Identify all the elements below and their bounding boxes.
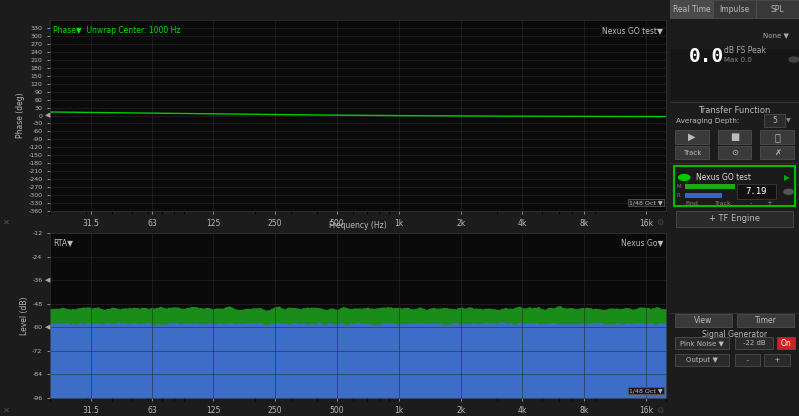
Text: Nexus GO test: Nexus GO test bbox=[696, 173, 751, 182]
Text: ◀: ◀ bbox=[45, 324, 50, 330]
Y-axis label: Level (dB): Level (dB) bbox=[20, 296, 30, 335]
Text: Transfer Function: Transfer Function bbox=[698, 106, 771, 115]
Text: ⚙: ⚙ bbox=[657, 218, 664, 226]
Y-axis label: Phase (deg): Phase (deg) bbox=[17, 93, 26, 138]
Text: ◀: ◀ bbox=[45, 112, 50, 119]
Text: ▼: ▼ bbox=[786, 118, 791, 123]
Text: Max 0.0: Max 0.0 bbox=[724, 57, 752, 63]
Text: +: + bbox=[767, 201, 773, 206]
Text: ✕: ✕ bbox=[3, 406, 10, 415]
Text: ⚙: ⚙ bbox=[657, 406, 664, 415]
Text: Real Time: Real Time bbox=[673, 5, 710, 13]
Text: 5: 5 bbox=[772, 116, 777, 125]
Text: ⊙: ⊙ bbox=[731, 148, 738, 157]
Text: -22 dB: -22 dB bbox=[742, 340, 765, 346]
Text: M: M bbox=[677, 184, 681, 189]
Text: Find: Find bbox=[686, 201, 698, 206]
Text: ✕: ✕ bbox=[3, 218, 10, 226]
Text: + TF Engine: + TF Engine bbox=[709, 214, 760, 223]
Text: 1/48 Oct ▼: 1/48 Oct ▼ bbox=[630, 200, 663, 205]
Text: ▶: ▶ bbox=[688, 132, 696, 142]
Text: Pink Noise ▼: Pink Noise ▼ bbox=[680, 340, 724, 346]
Text: Timer: Timer bbox=[754, 316, 777, 325]
Text: Averaging Depth:: Averaging Depth: bbox=[677, 118, 740, 124]
Text: None ▼: None ▼ bbox=[763, 32, 789, 38]
Text: -: - bbox=[741, 357, 753, 363]
Text: ■: ■ bbox=[729, 132, 739, 142]
Text: SPL: SPL bbox=[771, 5, 785, 13]
Text: View: View bbox=[694, 316, 713, 325]
Text: Track: Track bbox=[715, 201, 732, 206]
Text: RTA▼: RTA▼ bbox=[53, 238, 73, 247]
Text: Nexus Go▼: Nexus Go▼ bbox=[621, 238, 663, 247]
Text: ▶: ▶ bbox=[784, 173, 789, 182]
Text: dB FS Peak: dB FS Peak bbox=[724, 46, 766, 55]
Text: Frequency (Hz): Frequency (Hz) bbox=[329, 221, 387, 230]
Text: Nexus GO test▼: Nexus GO test▼ bbox=[602, 26, 663, 35]
Text: ⏸: ⏸ bbox=[774, 132, 780, 142]
Text: ✗: ✗ bbox=[773, 148, 781, 157]
Text: Signal Generator: Signal Generator bbox=[702, 329, 767, 339]
Text: On: On bbox=[781, 339, 792, 348]
Text: Phase▼  Unwrap Center: 1000 Hz: Phase▼ Unwrap Center: 1000 Hz bbox=[53, 26, 181, 35]
Text: -: - bbox=[750, 201, 755, 206]
Text: Track: Track bbox=[682, 150, 701, 156]
Text: 1/48 Oct ▼: 1/48 Oct ▼ bbox=[630, 388, 663, 393]
Text: Output ▼: Output ▼ bbox=[686, 357, 718, 363]
Text: 7.19: 7.19 bbox=[745, 187, 767, 196]
Text: +: + bbox=[769, 357, 785, 363]
Text: ◀: ◀ bbox=[45, 277, 50, 283]
Text: 0.0: 0.0 bbox=[689, 47, 724, 66]
Text: R: R bbox=[677, 193, 680, 198]
Text: Impulse: Impulse bbox=[719, 5, 749, 13]
